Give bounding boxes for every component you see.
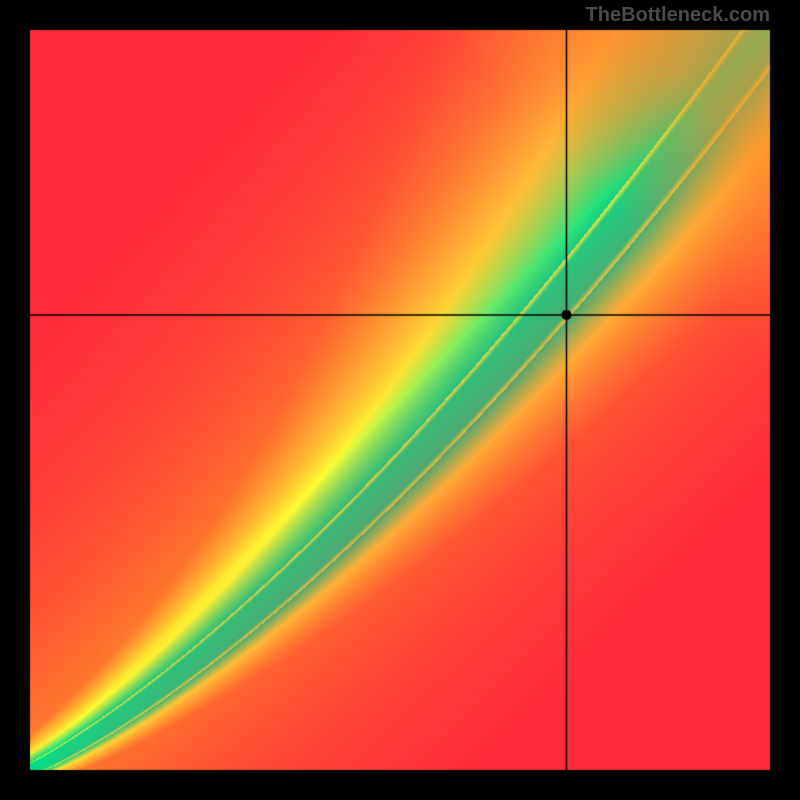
bottleneck-heatmap — [0, 0, 800, 800]
watermark-text: TheBottleneck.com — [586, 4, 770, 27]
chart-container: TheBottleneck.com — [0, 0, 800, 800]
